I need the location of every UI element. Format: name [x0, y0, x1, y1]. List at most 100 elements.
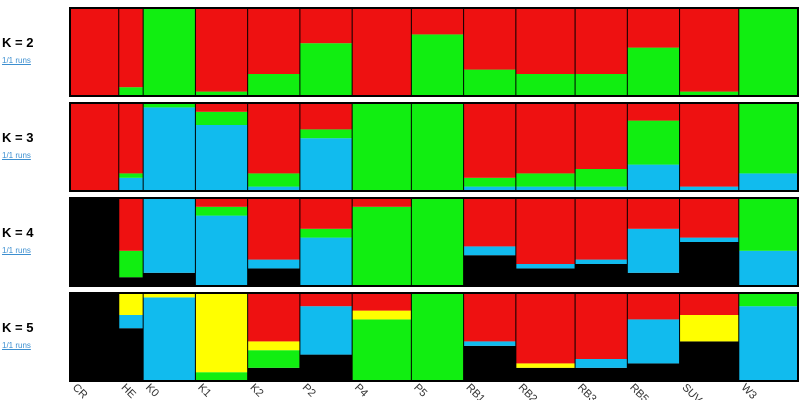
bar-segment-red	[247, 293, 300, 342]
bar-segment-green	[515, 173, 576, 187]
bar-segment-green	[352, 206, 412, 286]
bar-segment-blue	[463, 246, 516, 256]
bar-segment-green	[738, 198, 798, 251]
bar-segment-red	[118, 103, 144, 174]
bar-segment-green	[463, 177, 516, 187]
k5-label: K = 5	[2, 320, 34, 335]
panel-frame	[69, 7, 799, 97]
panel-k4	[69, 197, 799, 287]
group-he-k4	[118, 198, 144, 286]
k2-label: K = 2	[2, 35, 34, 50]
group-rb3-k5	[575, 293, 628, 381]
group-suv-k2	[679, 8, 739, 96]
k5-runs-link[interactable]: 1/1 runs	[2, 341, 31, 350]
bar-segment-green	[411, 293, 464, 381]
bar-segment-blue	[118, 315, 144, 329]
bar-segment-black	[247, 268, 300, 286]
bar-segment-green	[118, 87, 144, 96]
bar-segment-blue	[515, 186, 576, 191]
group-label-p5: P5	[411, 382, 429, 400]
bar-segment-green	[352, 319, 412, 381]
bar-segment-green	[195, 372, 248, 381]
bar-segment-green	[299, 129, 353, 139]
bar-segment-black	[627, 363, 680, 381]
bar-segment-green	[299, 43, 353, 96]
bar-segment-green	[575, 169, 628, 187]
bar-segment-red	[463, 8, 516, 70]
group-cr-k2	[70, 8, 119, 96]
k4-label: K = 4	[2, 225, 34, 240]
bar-segment-blue	[627, 319, 680, 364]
group-rb2-k3	[515, 103, 576, 191]
bar-segment-green	[143, 8, 196, 96]
bar-segment-blue	[679, 186, 739, 191]
k2-runs-link[interactable]: 1/1 runs	[2, 56, 31, 65]
group-cr-k5	[70, 293, 119, 381]
bar-segment-black	[70, 198, 119, 286]
group-rb2-k5	[515, 293, 576, 381]
bar-segment-blue	[195, 215, 248, 286]
group-rb2-k4	[515, 198, 576, 286]
bar-segment-green	[118, 173, 144, 178]
bar-segment-green	[515, 74, 576, 96]
bar-segment-yellow	[515, 363, 576, 368]
panel-k2-label-group: K = 2 1/1 runs	[2, 35, 62, 65]
k4-runs-link[interactable]: 1/1 runs	[2, 246, 31, 255]
group-rb3-k4	[575, 198, 628, 286]
bar-segment-red	[247, 198, 300, 260]
bar-segment-green	[143, 103, 196, 108]
bar-segment-blue	[738, 250, 798, 286]
panel-frame	[69, 292, 799, 382]
group-k1-k3	[195, 103, 248, 191]
bar-segment-blue	[515, 264, 576, 269]
group-label-suv: SUV	[679, 382, 704, 400]
panel-k4-label-group: K = 4 1/1 runs	[2, 225, 62, 255]
bar-segment-black	[118, 277, 144, 286]
group-k2-k3	[247, 103, 300, 191]
bar-segment-green	[195, 91, 248, 96]
bar-segment-blue	[299, 306, 353, 355]
bar-segment-black	[515, 268, 576, 286]
group-label-cr: CR	[70, 382, 90, 400]
group-k0-k3	[143, 103, 196, 191]
group-label-p2: P2	[300, 382, 318, 400]
bar-segment-red	[575, 8, 628, 74]
bar-segment-blue	[575, 186, 628, 191]
bar-segment-green	[738, 8, 798, 96]
bar-segment-yellow	[143, 293, 196, 298]
group-rb1-k3	[463, 103, 516, 191]
group-p2-k4	[299, 198, 353, 286]
group-rb3-k3	[575, 103, 628, 191]
bar-segment-red	[195, 8, 248, 92]
bar-segment-red	[627, 293, 680, 320]
bar-segment-blue	[575, 259, 628, 264]
bar-segment-blue	[627, 228, 680, 273]
bar-segment-black	[70, 293, 119, 381]
bar-segment-red	[463, 103, 516, 178]
bar-segment-red	[299, 198, 353, 229]
bar-segment-green	[118, 250, 144, 278]
bar-segment-blue	[247, 186, 300, 191]
group-label-rb1: RB1	[463, 382, 487, 400]
bar-segment-black	[679, 242, 739, 286]
bar-segment-green	[195, 111, 248, 125]
panel-frame	[69, 102, 799, 192]
bar-segment-green	[195, 206, 248, 216]
group-rb2-k2	[515, 8, 576, 96]
group-suv-k5	[679, 293, 739, 381]
k3-runs-link[interactable]: 1/1 runs	[2, 151, 31, 160]
bar-segment-red	[70, 8, 119, 96]
group-k1-k5	[195, 293, 248, 381]
group-p5-k4	[411, 198, 464, 286]
bar-segment-blue	[118, 177, 144, 191]
group-label-he: HE	[119, 382, 138, 400]
bar-segment-red	[352, 198, 412, 207]
group-label-rb2: RB2	[516, 382, 540, 400]
group-suv-k3	[679, 103, 739, 191]
group-w3-k2	[738, 8, 798, 96]
bar-segment-red	[679, 198, 739, 238]
group-label-p4: P4	[352, 382, 370, 400]
bar-segment-black	[679, 341, 739, 381]
group-cr-k4	[70, 198, 119, 286]
